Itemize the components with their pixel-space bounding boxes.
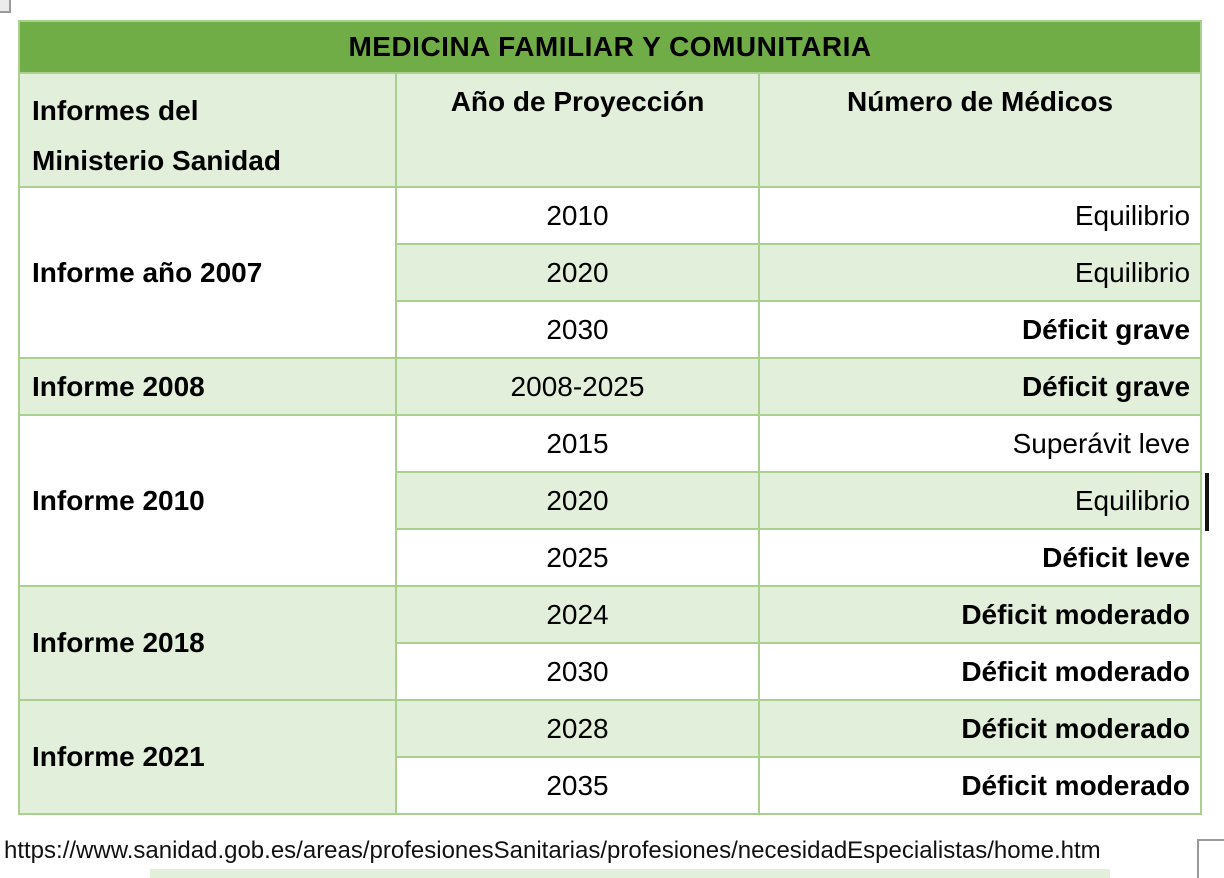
doctors-status-cell[interactable]: Equilibrio — [757, 186, 1203, 245]
report-name-cell[interactable]: Informe 2018 — [18, 585, 397, 701]
table-row: 2030 Déficit moderado — [19, 642, 1203, 701]
table-title[interactable]: MEDICINA FAMILIAR Y COMUNITARIA — [17, 20, 1203, 74]
table-row: Informe 2008 2008-2025 Déficit grave — [18, 357, 1203, 416]
projection-year-cell[interactable]: 2020 — [395, 243, 760, 302]
report-name-cell[interactable]: Informe 2008 — [18, 357, 397, 416]
projection-year-cell[interactable]: 2010 — [395, 186, 760, 245]
table-header-row: Informes del Ministerio Sanidad Año de P… — [18, 72, 1203, 188]
projection-year-cell[interactable]: 2024 — [395, 585, 760, 644]
cutoff-green-element — [150, 869, 1110, 878]
projection-year-cell[interactable]: 2008-2025 — [395, 357, 760, 416]
projection-year-cell[interactable]: 2020 — [395, 471, 760, 530]
table-title-row: MEDICINA FAMILIAR Y COMUNITARIA — [17, 20, 1203, 74]
projection-year-cell[interactable]: 2030 — [395, 642, 760, 701]
table-row: Informe 2010 2015 Superávit leve — [18, 414, 1203, 587]
projection-year-cell[interactable]: 2015 — [395, 414, 760, 473]
table-row: 2020 Equilibrio — [19, 243, 1203, 302]
projection-year-cell[interactable]: 2025 — [395, 528, 760, 587]
projection-year-cell[interactable]: 2028 — [395, 699, 760, 758]
header-informes-line1: Informes del — [32, 95, 199, 126]
projection-year-cell[interactable]: 2035 — [395, 756, 760, 815]
doctors-status-cell[interactable]: Déficit grave — [757, 357, 1203, 416]
doctors-status-cell[interactable]: Déficit moderado — [757, 699, 1203, 758]
report-name-cell[interactable]: Informe 2010 — [18, 414, 397, 587]
source-url[interactable]: https://www.sanidad.gob.es/areas/profesi… — [4, 837, 1101, 864]
table-row: 2025 Déficit leve — [19, 528, 1203, 587]
header-informes-line2: Ministerio Sanidad — [32, 145, 281, 176]
doctors-status-cell[interactable]: Equilibrio — [757, 243, 1203, 302]
projection-year-cell[interactable]: 2030 — [395, 300, 760, 359]
doctors-status-cell[interactable]: Déficit moderado — [757, 642, 1203, 701]
report-name-cell[interactable]: Informe 2021 — [18, 699, 397, 815]
header-numero-medicos[interactable]: Número de Médicos — [757, 72, 1203, 188]
table-row: 2020 Equilibrio — [19, 471, 1203, 530]
table-row: 2030 Déficit grave — [19, 300, 1203, 359]
table-move-handle-icon[interactable] — [0, 0, 11, 13]
table-body: Informe año 2007 2010 Equilibrio 2020 Equili… — [18, 186, 1203, 815]
doctors-status-cell[interactable]: Déficit moderado — [757, 756, 1203, 815]
doctors-status-cell[interactable]: Equilibrio — [757, 471, 1203, 530]
doctors-status-cell[interactable]: Déficit leve — [757, 528, 1203, 587]
text-cursor — [1205, 473, 1209, 531]
table-row: Informe año 2007 2010 Equilibrio — [18, 186, 1203, 359]
doctors-status-cell[interactable]: Superávit leve — [757, 414, 1203, 473]
report-name-cell[interactable]: Informe año 2007 — [18, 186, 397, 359]
header-informes-ministerio[interactable]: Informes del Ministerio Sanidad — [18, 72, 397, 188]
cutoff-side-box — [1197, 839, 1224, 878]
table-row: 2035 Déficit moderado — [19, 756, 1203, 815]
medicina-familiar-table: MEDICINA FAMILIAR Y COMUNITARIA Informes… — [17, 20, 1203, 815]
doctors-status-cell[interactable]: Déficit moderado — [757, 585, 1203, 644]
table-row: Informe 2021 2028 Déficit moderado — [18, 699, 1203, 815]
table-row: Informe 2018 2024 Déficit moderado — [18, 585, 1203, 701]
header-ano-proyeccion[interactable]: Año de Proyección — [395, 72, 760, 188]
doctors-status-cell[interactable]: Déficit grave — [757, 300, 1203, 359]
